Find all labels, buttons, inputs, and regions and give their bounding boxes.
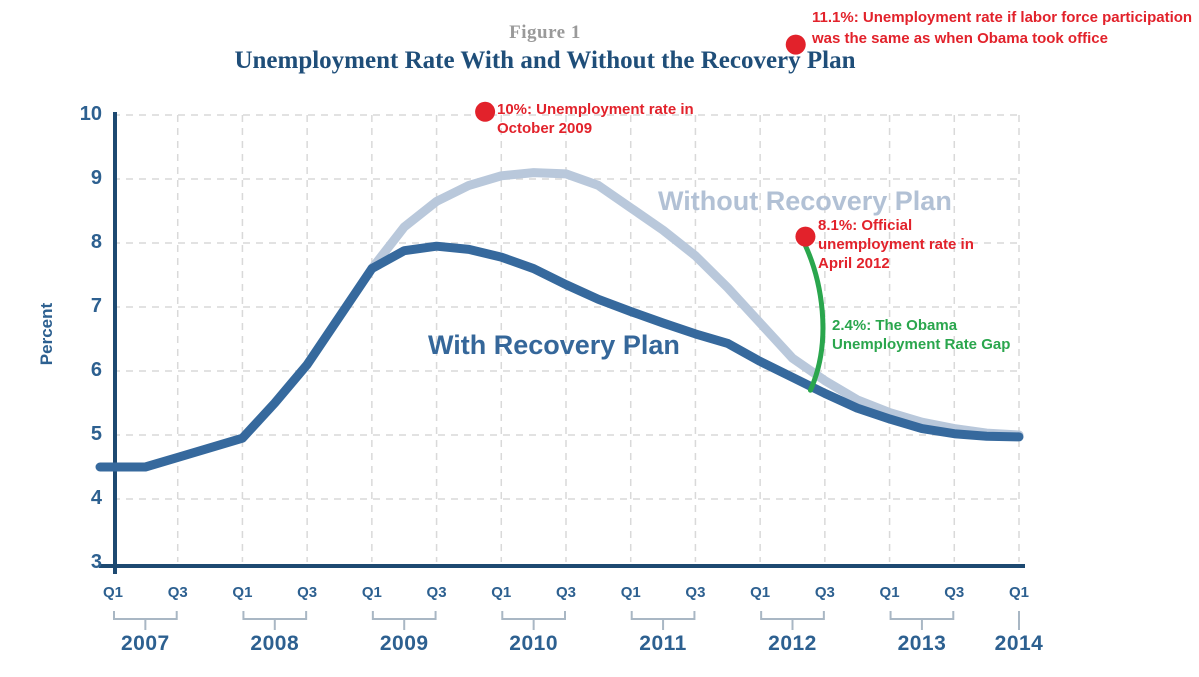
y-tick-6: 6 (90, 359, 102, 381)
year-bracket-2009 (371, 611, 437, 630)
series-label-without-plan: Without Recovery Plan (658, 186, 952, 216)
year-bracket-2007 (113, 611, 178, 630)
y-tick-9: 9 (90, 167, 102, 189)
line-without-recovery-plan (367, 168, 1024, 440)
y-tick-4: 4 (90, 487, 102, 509)
year-label-2008: 2008 (250, 632, 300, 655)
x-tick-q1-2013: Q1 (879, 584, 900, 601)
x-tick-q1-2012: Q1 (750, 584, 771, 601)
annotation-apr2012-line3: April 2012 (818, 255, 890, 272)
annotation-apr2012: 8.1%: Official unemployment rate in Apri… (818, 216, 974, 273)
x-tick-q1-2014: Q1 (1008, 584, 1029, 601)
series-label-with-plan: With Recovery Plan (428, 330, 680, 360)
y-tick-5: 5 (90, 423, 102, 445)
dot-10 (475, 101, 496, 122)
annotation-participation: 11.1%: Unemployment rate if labor force … (812, 7, 1192, 49)
year-label-2007: 2007 (120, 632, 170, 655)
x-tick-q3-2011: Q3 (685, 584, 706, 601)
x-tick-q3-2010: Q3 (555, 584, 576, 601)
y-tick-8: 8 (90, 231, 102, 253)
year-bracket-2010 (501, 611, 566, 630)
x-tick-q3-2007: Q3 (167, 584, 188, 601)
title-block: Figure 1 Unemployment Rate With and With… (0, 0, 1090, 75)
y-tick-10: 10 (79, 103, 102, 125)
annotation-gap-line1: 2.4%: The Obama (832, 317, 958, 334)
dot-11-1 (785, 34, 806, 55)
year-bracket-2011 (630, 611, 696, 630)
y-axis-title: Percent (37, 302, 56, 366)
dot-8-1 (795, 226, 816, 247)
x-tick-q3-2012: Q3 (814, 584, 835, 601)
figure-label: Figure 1 (509, 22, 581, 43)
page-title: Unemployment Rate With and Without the R… (234, 47, 856, 74)
annotation-apr2012-line2: unemployment rate in (818, 236, 974, 253)
year-label-2013: 2013 (897, 632, 947, 655)
annotation-gap-line2: Unemployment Rate Gap (832, 336, 1011, 353)
x-tick-q1-2009: Q1 (361, 584, 382, 601)
gap-connector-line (802, 243, 826, 393)
annotation-oct2009: 10%: Unemployment rate in October 2009 (497, 100, 694, 138)
year-label-2010: 2010 (509, 632, 558, 655)
annotation-oct2009-line2: October 2009 (497, 120, 593, 137)
annotation-gap: 2.4%: The Obama Unemployment Rate Gap (832, 316, 1010, 354)
annotation-apr2012-line1: 8.1%: Official (818, 217, 913, 234)
year-label-2009: 2009 (379, 632, 429, 655)
x-tick-q3-2013: Q3 (944, 584, 965, 601)
year-bracket-2012 (760, 611, 825, 630)
x-tick-q1-2011: Q1 (620, 584, 641, 601)
annotation-participation-line1: 11.1%: Unemployment rate if labor force … (812, 9, 1193, 26)
y-tick-7: 7 (90, 295, 102, 317)
x-tick-q1-2007: Q1 (102, 584, 123, 601)
year-label-2011: 2011 (639, 632, 687, 655)
annotation-participation-line2: was the same as when Obama took office (812, 30, 1108, 47)
year-label-2012: 2012 (768, 632, 817, 655)
x-tick-q1-2008: Q1 (232, 584, 253, 601)
line-with-recovery-plan (95, 241, 1024, 472)
x-tick-q3-2008: Q3 (297, 584, 318, 601)
y-tick-3: 3 (90, 551, 102, 573)
x-tick-q1-2010: Q1 (491, 584, 512, 601)
x-tick-q3-2009: Q3 (426, 584, 447, 601)
year-bracket-2013 (889, 611, 955, 630)
year-label-2014: 2014 (994, 632, 1044, 655)
annotation-oct2009-line1: 10%: Unemployment rate in (497, 101, 694, 118)
year-bracket-2008 (242, 611, 308, 630)
